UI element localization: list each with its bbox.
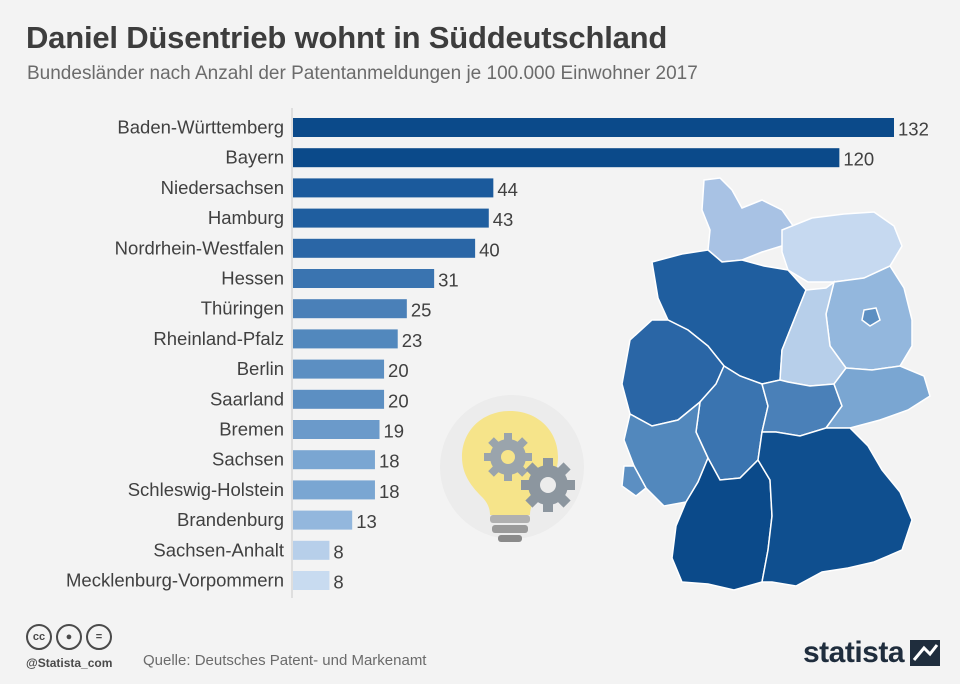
category-label: Niedersachsen [161, 177, 284, 198]
value-label: 8 [333, 572, 343, 593]
source-note: Quelle: Deutsches Patent- und Markenamt [143, 652, 427, 669]
bar[interactable] [293, 148, 840, 168]
chart-title: Daniel Düsentrieb wohnt in Süddeutschlan… [26, 20, 668, 55]
by-icon: ● [56, 624, 82, 650]
value-label: 31 [438, 270, 459, 291]
bar[interactable] [293, 571, 330, 590]
category-label: Nordrhein-Westfalen [115, 237, 284, 258]
value-label: 13 [356, 511, 377, 532]
map-region-sachsen [824, 365, 931, 429]
category-label: Hamburg [208, 207, 284, 228]
map-region-saarland [621, 465, 647, 497]
bar-chart: Baden-Württemberg 132 Bayern 120 Niedersachs… [66, 108, 929, 598]
license-icons: cc ● = [26, 624, 112, 650]
bar[interactable] [293, 359, 385, 379]
statista-logo-icon [910, 640, 941, 666]
category-label: Schleswig-Holstein [128, 479, 284, 500]
map-region-berlin [861, 307, 881, 327]
value-label: 44 [497, 179, 518, 200]
category-label: Mecklenburg-Vorpommern [66, 570, 284, 591]
category-label: Berlin [237, 358, 284, 379]
map-region-bayern [757, 427, 913, 587]
value-label: 25 [411, 300, 432, 321]
bar[interactable] [293, 510, 353, 530]
bar[interactable] [293, 389, 385, 409]
category-label: Saarland [210, 388, 284, 409]
germany-map-illustration [621, 177, 931, 591]
bar[interactable] [293, 450, 375, 470]
bar[interactable] [293, 420, 380, 439]
chart-subtitle: Bundesländer nach Anzahl der Patentanmel… [27, 63, 698, 84]
value-label: 120 [843, 149, 874, 170]
value-label: 20 [388, 360, 409, 381]
category-label: Bremen [219, 419, 284, 440]
bulb-base-icon [490, 515, 530, 523]
value-label: 20 [388, 390, 409, 411]
bar[interactable] [293, 329, 398, 349]
gear-icon [484, 433, 532, 481]
bar[interactable] [293, 118, 894, 137]
bar[interactable] [293, 269, 435, 288]
value-label: 18 [379, 451, 400, 472]
category-label: Brandenburg [177, 509, 284, 530]
statista-logo[interactable]: statista [803, 636, 941, 670]
bar[interactable] [293, 540, 330, 560]
bar[interactable] [293, 238, 476, 258]
statista-logo-text: statista [803, 636, 905, 669]
value-label: 23 [402, 330, 423, 351]
value-label: 18 [379, 481, 400, 502]
category-label: Baden-Württemberg [117, 117, 284, 138]
category-label: Sachsen [212, 449, 284, 470]
bar[interactable] [293, 480, 375, 500]
category-label: Rheinland-Pfalz [153, 328, 284, 349]
value-label: 43 [493, 209, 514, 230]
bar[interactable] [293, 178, 494, 198]
value-label: 40 [479, 239, 500, 260]
category-label: Sachsen-Anhalt [153, 539, 284, 560]
value-label: 19 [384, 421, 405, 442]
category-label: Bayern [225, 147, 284, 168]
gear-icon [521, 458, 575, 512]
value-label: 8 [333, 541, 343, 562]
bulb-tip-icon [498, 535, 522, 542]
statista-handle: @Statista_com [26, 656, 113, 670]
lightbulb-gears-illustration [440, 395, 584, 542]
category-label: Hessen [221, 268, 284, 289]
value-label: 132 [898, 119, 929, 140]
bulb-base-ring-icon [492, 525, 528, 533]
cc-icon: cc [26, 624, 52, 650]
bar[interactable] [293, 299, 407, 319]
bar[interactable] [293, 208, 489, 228]
category-label: Thüringen [201, 298, 284, 319]
nd-icon: = [86, 624, 112, 650]
